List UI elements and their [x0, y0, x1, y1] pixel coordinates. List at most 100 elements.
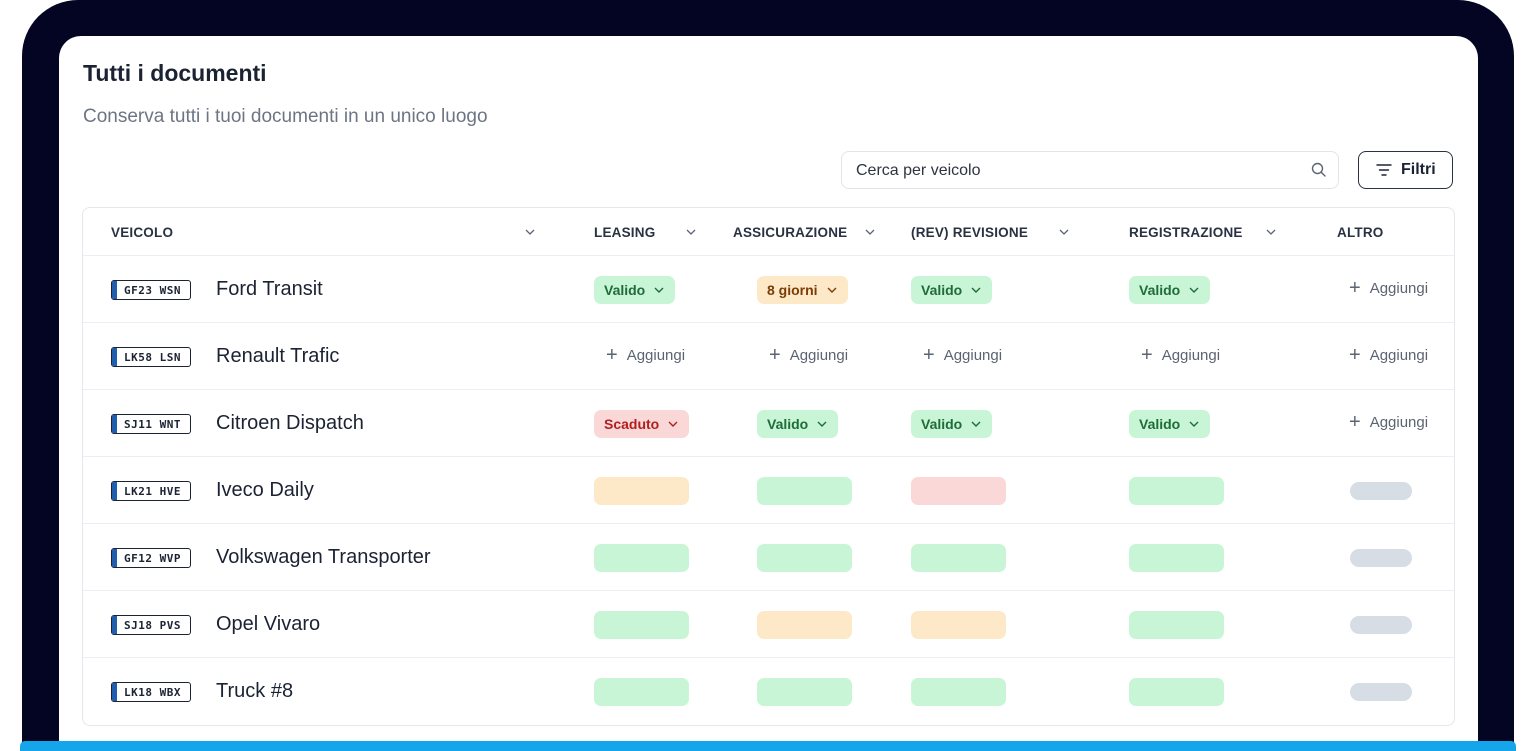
add-document-button[interactable]: + Aggiungi — [1141, 345, 1220, 365]
status-placeholder[interactable] — [1129, 611, 1224, 639]
plate-number: GF23 WSN — [124, 283, 181, 297]
status-badge-registrazione[interactable]: Valido — [1129, 410, 1211, 438]
status-placeholder[interactable] — [1350, 549, 1412, 567]
filter-button[interactable]: Filtri — [1358, 151, 1453, 189]
plus-icon: + — [1141, 344, 1153, 366]
plate-flag-icon — [112, 482, 117, 500]
table-row[interactable]: LK21 HVE Iveco Daily — [83, 457, 1454, 524]
add-label: Aggiungi — [1369, 279, 1429, 297]
add-document-button[interactable]: + Aggiungi — [606, 345, 685, 365]
add-label: Aggiungi — [1161, 346, 1221, 364]
plate-flag-icon — [112, 683, 117, 701]
status-label: 8 giorni — [767, 282, 818, 298]
search-input[interactable]: Cerca per veicolo — [841, 151, 1339, 189]
status-placeholder[interactable] — [594, 678, 689, 706]
status-placeholder[interactable] — [594, 544, 689, 572]
chevron-down-icon[interactable] — [1265, 226, 1277, 238]
table-row[interactable]: GF23 WSN Ford Transit Valido 8 giorni Va… — [83, 256, 1454, 323]
chevron-down-icon[interactable] — [685, 226, 697, 238]
chevron-down-icon[interactable] — [1058, 226, 1070, 238]
plus-icon: + — [923, 344, 935, 366]
status-placeholder[interactable] — [1129, 678, 1224, 706]
add-document-button[interactable]: + Aggiungi — [1349, 412, 1428, 432]
status-placeholder[interactable] — [911, 544, 1006, 572]
filter-icon — [1376, 164, 1392, 176]
plate-number: LK58 LSN — [124, 350, 181, 364]
vehicle-name: Truck #8 — [216, 680, 294, 702]
plate-number: LK21 HVE — [124, 484, 181, 498]
table-row[interactable]: SJ11 WNT Citroen Dispatch Scaduto Valido… — [83, 390, 1454, 457]
status-label: Valido — [1139, 282, 1181, 298]
status-label: Valido — [921, 282, 963, 298]
table-header: VEICOLO LEASING ASSICURAZIONE (REV) REVI… — [83, 208, 1454, 256]
plus-icon: + — [606, 344, 618, 366]
column-header-leasing[interactable]: LEASING — [594, 225, 656, 240]
license-plate: LK58 LSN — [111, 347, 191, 367]
plate-number: SJ18 PVS — [124, 618, 181, 632]
column-header-altro[interactable]: ALTRO — [1337, 225, 1384, 240]
filter-button-label: Filtri — [1401, 161, 1436, 178]
vehicle-name: Iveco Daily — [216, 479, 314, 501]
status-placeholder[interactable] — [1129, 544, 1224, 572]
table-row[interactable]: LK58 LSN Renault Trafic + Aggiungi + Aggiu… — [83, 323, 1454, 390]
status-placeholder[interactable] — [1350, 482, 1412, 500]
add-label: Aggiungi — [1369, 413, 1429, 431]
status-placeholder[interactable] — [1350, 683, 1412, 701]
column-header-veicolo[interactable]: VEICOLO — [111, 225, 174, 240]
column-header-registrazione[interactable]: REGISTRAZIONE — [1129, 225, 1243, 240]
add-document-button[interactable]: + Aggiungi — [1349, 278, 1428, 298]
add-document-button[interactable]: + Aggiungi — [769, 345, 848, 365]
chevron-down-icon — [827, 287, 837, 293]
add-label: Aggiungi — [626, 346, 686, 364]
status-placeholder[interactable] — [1129, 477, 1224, 505]
plus-icon: + — [769, 344, 781, 366]
status-placeholder[interactable] — [757, 544, 852, 572]
status-placeholder[interactable] — [757, 477, 852, 505]
vehicle-name: Renault Trafic — [216, 345, 340, 367]
plate-number: LK18 WBX — [124, 685, 181, 699]
add-label: Aggiungi — [789, 346, 849, 364]
chevron-down-icon — [1189, 287, 1199, 293]
add-document-button[interactable]: + Aggiungi — [923, 345, 1002, 365]
license-plate: GF23 WSN — [111, 280, 191, 300]
page-subtitle: Conserva tutti i tuoi documenti in un un… — [83, 106, 488, 127]
table-row[interactable]: SJ18 PVS Opel Vivaro — [83, 591, 1454, 658]
status-placeholder[interactable] — [911, 477, 1006, 505]
license-plate: SJ18 PVS — [111, 615, 191, 635]
license-plate: SJ11 WNT — [111, 414, 191, 434]
plus-icon: + — [1349, 411, 1361, 433]
status-placeholder[interactable] — [757, 611, 852, 639]
vehicle-name: Volkswagen Transporter — [216, 546, 431, 568]
add-document-button[interactable]: + Aggiungi — [1349, 345, 1428, 365]
status-placeholder[interactable] — [911, 611, 1006, 639]
status-badge-revisione[interactable]: Valido — [911, 410, 993, 438]
plate-number: SJ11 WNT — [124, 417, 181, 431]
status-placeholder[interactable] — [594, 611, 689, 639]
status-badge-leasing[interactable]: Valido — [594, 276, 676, 304]
table-row[interactable]: LK18 WBX Truck #8 — [83, 658, 1454, 725]
chevron-down-icon — [1189, 421, 1199, 427]
status-placeholder[interactable] — [594, 477, 689, 505]
status-badge-registrazione[interactable]: Valido — [1129, 276, 1211, 304]
status-badge-assicurazione[interactable]: Valido — [757, 410, 839, 438]
column-header-assicurazione[interactable]: ASSICURAZIONE — [733, 225, 848, 240]
status-placeholder[interactable] — [757, 678, 852, 706]
chevron-down-icon[interactable] — [524, 226, 536, 238]
status-placeholder[interactable] — [1350, 616, 1412, 634]
chevron-down-icon — [971, 421, 981, 427]
status-label: Valido — [921, 416, 963, 432]
status-badge-revisione[interactable]: Valido — [911, 276, 993, 304]
page-title: Tutti i documenti — [83, 60, 267, 86]
column-header-revisione[interactable]: (REV) REVISIONE — [911, 225, 1029, 240]
accent-bar — [20, 741, 1516, 751]
license-plate: LK18 WBX — [111, 682, 191, 702]
status-placeholder[interactable] — [911, 678, 1006, 706]
vehicle-name: Opel Vivaro — [216, 613, 321, 635]
table-row[interactable]: GF12 WVP Volkswagen Transporter — [83, 524, 1454, 591]
documents-table: VEICOLO LEASING ASSICURAZIONE (REV) REVI… — [82, 207, 1455, 726]
status-badge-leasing[interactable]: Scaduto — [594, 410, 690, 438]
plate-number: GF12 WVP — [124, 551, 181, 565]
chevron-down-icon[interactable] — [864, 226, 876, 238]
plate-flag-icon — [112, 415, 117, 433]
status-badge-assicurazione[interactable]: 8 giorni — [757, 276, 848, 304]
